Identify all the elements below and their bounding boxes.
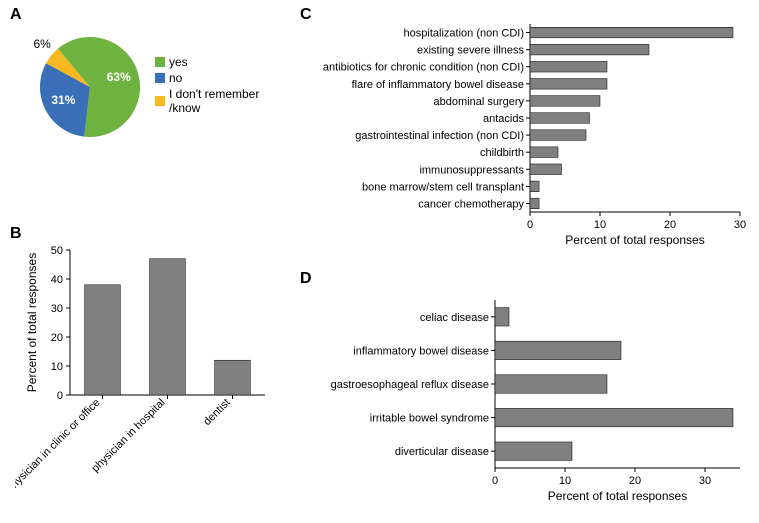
bar — [530, 181, 539, 192]
category-label: childbirth — [480, 147, 524, 159]
bar — [495, 341, 621, 359]
category-label: cancer chemotherapy — [418, 198, 524, 210]
legend-item: no — [155, 71, 259, 85]
bar — [530, 130, 586, 141]
bar — [495, 308, 509, 326]
y-axis-title: Percent of total responses — [25, 253, 39, 392]
category-label: hospitalization (non CDI) — [404, 28, 524, 40]
bar — [150, 259, 186, 395]
y-tick-label: 0 — [57, 390, 63, 402]
y-tick-label: 30 — [51, 303, 63, 315]
pie-slice-label: 6% — [34, 37, 51, 51]
panel-c-chart: 0 10 20 30 Percent of total responses hospita… — [300, 14, 750, 254]
x-tick-label: 30 — [699, 475, 711, 487]
bar — [530, 113, 590, 124]
bar — [495, 442, 572, 460]
x-axis-title: Percent of total responses — [548, 489, 687, 503]
category-label: abdominal surgery — [434, 96, 525, 108]
category-label: dentist — [201, 397, 232, 428]
category-label: existing severe illness — [417, 45, 524, 57]
category-label: gastroesophageal reflux disease — [331, 379, 489, 391]
panel-a-label: A — [10, 6, 22, 24]
pie-slice-label: 63% — [107, 70, 131, 84]
x-tick-label: 10 — [559, 475, 571, 487]
legend-text: I don't remember /know — [169, 87, 259, 115]
legend-text: no — [169, 71, 182, 85]
x-tick-label: 0 — [492, 475, 498, 487]
legend-swatch — [155, 96, 165, 106]
bar — [85, 285, 121, 395]
category-label: irritable bowel syndrome — [370, 413, 489, 425]
pie-slice-label: 31% — [51, 93, 75, 107]
legend-item: I don't remember /know — [155, 87, 259, 115]
category-label: flare of inflammatory bowel disease — [352, 79, 524, 91]
category-label: immunosuppressants — [419, 164, 524, 176]
x-tick-label: 10 — [594, 219, 606, 231]
legend-swatch — [155, 57, 165, 67]
x-tick-label: 30 — [734, 219, 746, 231]
bar — [495, 375, 607, 393]
y-tick-label: 10 — [51, 361, 63, 373]
category-label: antacids — [483, 113, 524, 125]
panel-b-chart: 0 10 20 30 40 50 Percent of total responses phy… — [15, 240, 275, 510]
bar — [495, 408, 733, 426]
bar — [530, 79, 607, 90]
bar — [530, 44, 649, 55]
panel-a-pie: 63% 31% 6% yes no I don't remember /know — [25, 25, 285, 165]
legend-swatch — [155, 73, 165, 83]
panel-d-chart: 0 10 20 30 Percent of total responses celiac … — [300, 285, 750, 510]
legend-item: yes — [155, 55, 259, 69]
y-tick-label: 20 — [51, 332, 63, 344]
category-label: antibiotics for chronic condition (non C… — [323, 62, 524, 74]
x-axis-title: Percent of total responses — [565, 233, 704, 247]
category-label: inflammatory bowel disease — [353, 345, 489, 357]
y-tick-label: 40 — [51, 274, 63, 286]
category-label: physician in clinic or office — [15, 397, 103, 495]
bar — [530, 27, 733, 38]
bar — [530, 96, 600, 107]
x-tick-label: 0 — [527, 219, 533, 231]
bar — [530, 164, 562, 175]
bar — [530, 147, 558, 158]
legend-text: yes — [169, 55, 188, 69]
category-label: gastrointestinal infection (non CDI) — [355, 130, 524, 142]
y-tick-label: 50 — [51, 245, 63, 257]
bar — [530, 198, 539, 209]
category-label: diverticular disease — [395, 446, 489, 458]
category-label: celiac disease — [420, 312, 489, 324]
category-label: bone marrow/stem cell transplant — [362, 181, 524, 193]
bar — [530, 61, 607, 72]
category-label: physician in hospital — [90, 397, 168, 475]
x-tick-label: 20 — [629, 475, 641, 487]
bar — [215, 360, 251, 395]
x-tick-label: 20 — [664, 219, 676, 231]
